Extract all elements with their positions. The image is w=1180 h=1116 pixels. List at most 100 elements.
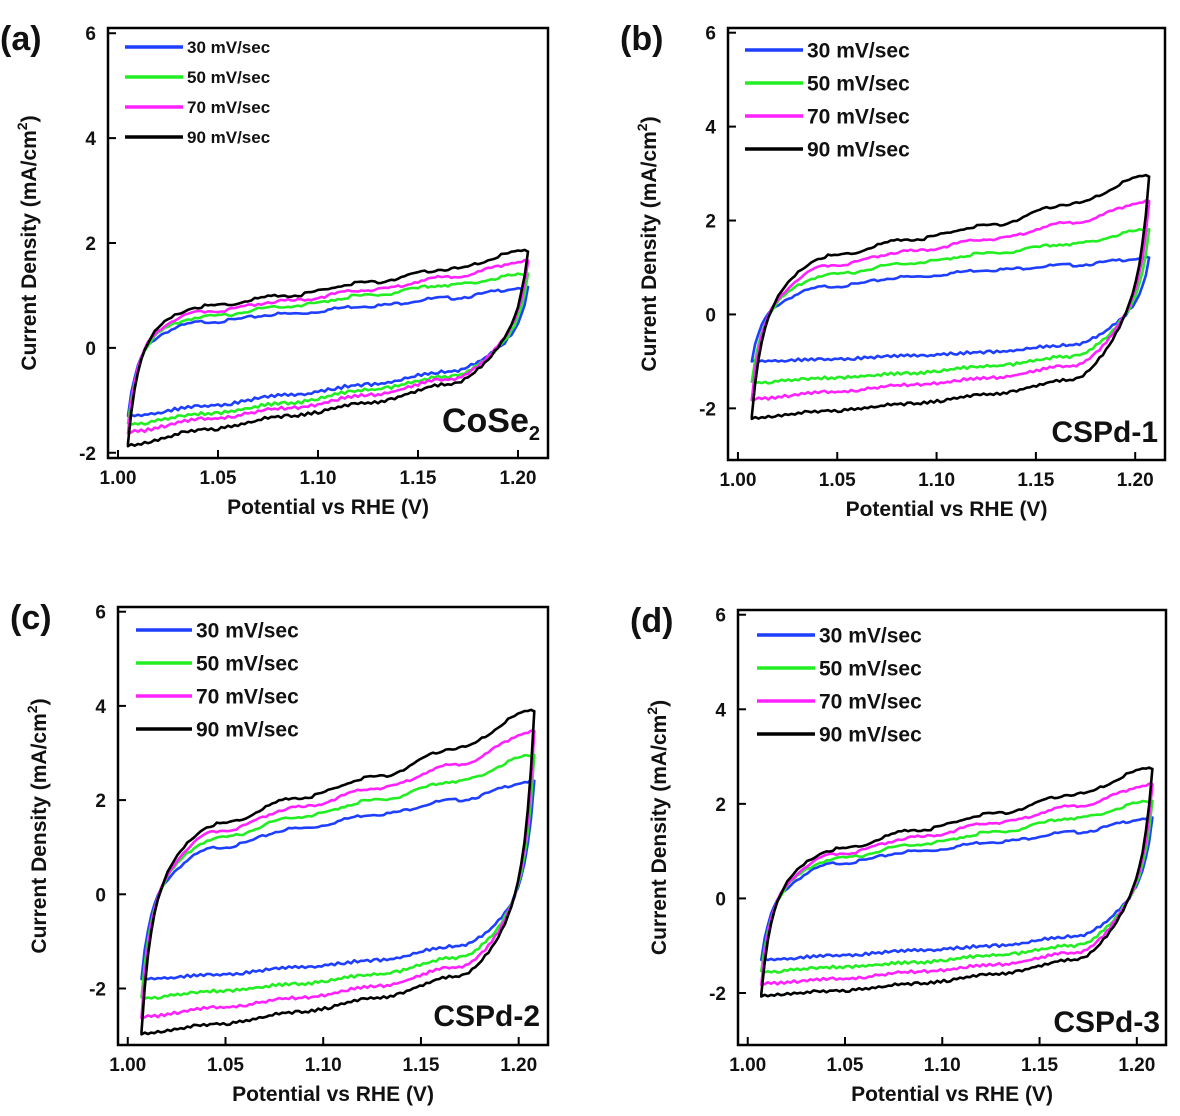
- legend-entry: 50 mV/sec: [807, 73, 910, 96]
- legend: 30 mV/sec 50 mV/sec 70 mV/sec 90 mV/sec: [125, 38, 270, 147]
- cv-curve-3: [126, 258, 530, 435]
- y-tick-label: 4: [705, 118, 716, 139]
- legend: 30 mV/sec 50 mV/sec 70 mV/sec 90 mV/sec: [136, 620, 299, 742]
- x-axis-label: Potential vs RHE (V): [846, 498, 1048, 521]
- x-tick-label: 1.20: [1118, 1055, 1155, 1076]
- x-tick-label: 1.15: [402, 1055, 439, 1076]
- y-tick-label: 6: [705, 24, 716, 45]
- y-tick-label: 4: [85, 129, 96, 150]
- y-axis-label: Current Density (mA/cm2): [14, 115, 41, 370]
- x-tick-label: 1.00: [729, 1055, 766, 1076]
- cv-curve-2: [126, 272, 530, 426]
- y-tick-label: 4: [715, 700, 726, 721]
- x-tick-label: 1.00: [109, 1055, 146, 1076]
- cv-curve-2: [750, 227, 1151, 385]
- legend-entry: 90 mV/sec: [807, 139, 910, 162]
- sample-label: CSPd-1: [1051, 416, 1158, 449]
- panel-c: 1.00 1.05 1.10 1.15 1.20 -2 0 2 4 6 Potential vs R…: [10, 599, 550, 1106]
- x-tick-label: 1.15: [400, 468, 437, 489]
- y-tick-label: 2: [705, 212, 716, 233]
- y-tick-label: -2: [89, 979, 106, 1000]
- legend-entry: 30 mV/sec: [187, 38, 270, 57]
- y-tick-label: 6: [95, 603, 106, 624]
- sample-label: CSPd-3: [1053, 1006, 1160, 1039]
- y-tick-label: 0: [705, 305, 716, 326]
- x-tick-label: 1.00: [100, 468, 137, 489]
- cv-curve-4: [750, 173, 1151, 421]
- legend-entry: 30 mV/sec: [819, 625, 922, 648]
- panel-label: (a): [0, 20, 42, 58]
- x-axis-label: Potential vs RHE (V): [851, 1083, 1053, 1106]
- y-tick-label: 2: [85, 234, 96, 255]
- x-tick-label: 1.10: [305, 1055, 342, 1076]
- y-tick-label: 6: [715, 606, 726, 627]
- legend: 30 mV/sec 50 mV/sec 70 mV/sec 90 mV/sec: [745, 40, 910, 162]
- legend: 30 mV/sec 50 mV/sec 70 mV/sec 90 mV/sec: [757, 625, 922, 747]
- x-tick-label: 1.05: [819, 470, 856, 491]
- y-tick-label: 0: [95, 885, 106, 906]
- x-tick-label: 1.05: [827, 1055, 864, 1076]
- legend-entry: 50 mV/sec: [819, 658, 922, 681]
- x-tick-label: 1.20: [500, 1055, 537, 1076]
- x-tick-label: 1.20: [500, 468, 537, 489]
- legend-entry: 90 mV/sec: [187, 128, 270, 147]
- cv-curve-1: [140, 778, 536, 981]
- x-axis-label: Potential vs RHE (V): [232, 1083, 434, 1106]
- y-tick-label: -2: [699, 399, 716, 420]
- cv-curve-4: [126, 248, 530, 448]
- cv-curve-2: [760, 799, 1154, 974]
- y-tick-label: 6: [85, 24, 96, 45]
- y-axis-label: Current Density (mA/cm2): [24, 698, 51, 953]
- legend-entry: 30 mV/sec: [196, 620, 299, 643]
- x-tick-label: 1.10: [300, 468, 337, 489]
- x-tick-label: 1.05: [200, 468, 237, 489]
- legend-entry: 70 mV/sec: [819, 691, 922, 714]
- plot-frame: [726, 26, 1167, 462]
- panel-label: (d): [630, 602, 673, 640]
- cv-curve-4: [760, 766, 1154, 998]
- y-tick-label: 2: [95, 791, 106, 812]
- legend-entry: 70 mV/sec: [196, 686, 299, 709]
- panel-a: 1.00 1.05 1.10 1.15 1.20 -2 0 2 4 6 Potential vs R…: [0, 20, 550, 519]
- x-axis-label: Potential vs RHE (V): [227, 496, 429, 519]
- panel-d: 1.00 1.05 1.10 1.15 1.20 -2 0 2 4 6 Potential vs R…: [630, 602, 1168, 1106]
- y-tick-label: 2: [715, 795, 726, 816]
- x-tick-label: 1.15: [1017, 470, 1054, 491]
- y-tick-label: 0: [715, 889, 726, 910]
- sample-label: CSPd-2: [433, 1000, 540, 1033]
- plot-frame: [736, 608, 1168, 1047]
- y-axis-label: Current Density (mA/cm2): [644, 700, 671, 955]
- cv-curve-4: [140, 708, 536, 1036]
- cv-curve-3: [760, 782, 1154, 987]
- legend-entry: 30 mV/sec: [807, 40, 910, 63]
- cv-curve-1: [126, 284, 530, 418]
- y-tick-label: 0: [85, 339, 96, 360]
- y-axis-label: Current Density (mA/cm2): [634, 116, 661, 371]
- legend-entry: 50 mV/sec: [187, 68, 270, 87]
- x-tick-label: 1.10: [918, 470, 955, 491]
- y-tick-label: -2: [79, 444, 96, 465]
- sample-label: CoSe2: [442, 402, 540, 445]
- plot-frame: [106, 26, 550, 460]
- panel-label: (b): [620, 20, 663, 58]
- cv-curve-2: [140, 753, 536, 1000]
- legend-entry: 70 mV/sec: [807, 106, 910, 129]
- y-tick-label: 4: [95, 697, 106, 718]
- x-tick-label: 1.10: [924, 1055, 961, 1076]
- panel-label: (c): [10, 599, 52, 637]
- plot-frame: [116, 605, 550, 1047]
- legend-entry: 70 mV/sec: [187, 98, 270, 117]
- x-tick-label: 1.05: [207, 1055, 244, 1076]
- legend-entry: 50 mV/sec: [196, 653, 299, 676]
- legend-entry: 90 mV/sec: [819, 724, 922, 747]
- legend-entry: 90 mV/sec: [196, 719, 299, 742]
- cv-curve-1: [760, 815, 1154, 962]
- x-tick-label: 1.20: [1117, 470, 1154, 491]
- x-tick-label: 1.15: [1021, 1055, 1058, 1076]
- y-tick-label: -2: [709, 984, 726, 1005]
- panel-b: 1.00 1.05 1.10 1.15 1.20 -2 0 2 4 6 Potential vs R…: [620, 20, 1167, 521]
- cv-curve-3: [750, 199, 1151, 402]
- x-tick-label: 1.00: [719, 470, 756, 491]
- cv-curve-1: [750, 255, 1151, 363]
